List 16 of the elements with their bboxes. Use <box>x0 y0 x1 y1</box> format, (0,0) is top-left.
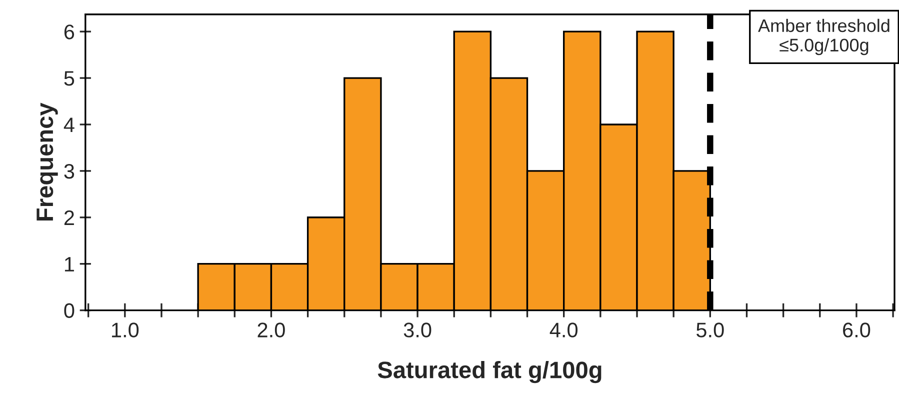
x-tick-label: 4.0 <box>550 322 578 338</box>
y-tick-label: 3 <box>64 164 74 179</box>
x-tick-label: 2.0 <box>258 322 285 338</box>
ref-line-label: Amber threshold ≤5.0g/100g <box>758 18 890 56</box>
y-tick-label: 5 <box>64 71 74 86</box>
y-tick-label: 0 <box>64 303 74 318</box>
y-tick-label: 1 <box>64 257 74 272</box>
y-tick-label: 2 <box>64 210 74 225</box>
x-tick-label: 6.0 <box>843 322 870 338</box>
y-tick-label: 4 <box>64 118 74 132</box>
x-tick-label: 3.0 <box>404 322 432 338</box>
x-tick-label: 1.0 <box>112 322 139 338</box>
x-axis-title: Saturated fat g/100g <box>378 360 602 384</box>
x-tick-label: 5.0 <box>696 322 724 338</box>
y-axis-title: Frequency <box>36 102 58 220</box>
y-tick-label: 6 <box>64 24 74 40</box>
